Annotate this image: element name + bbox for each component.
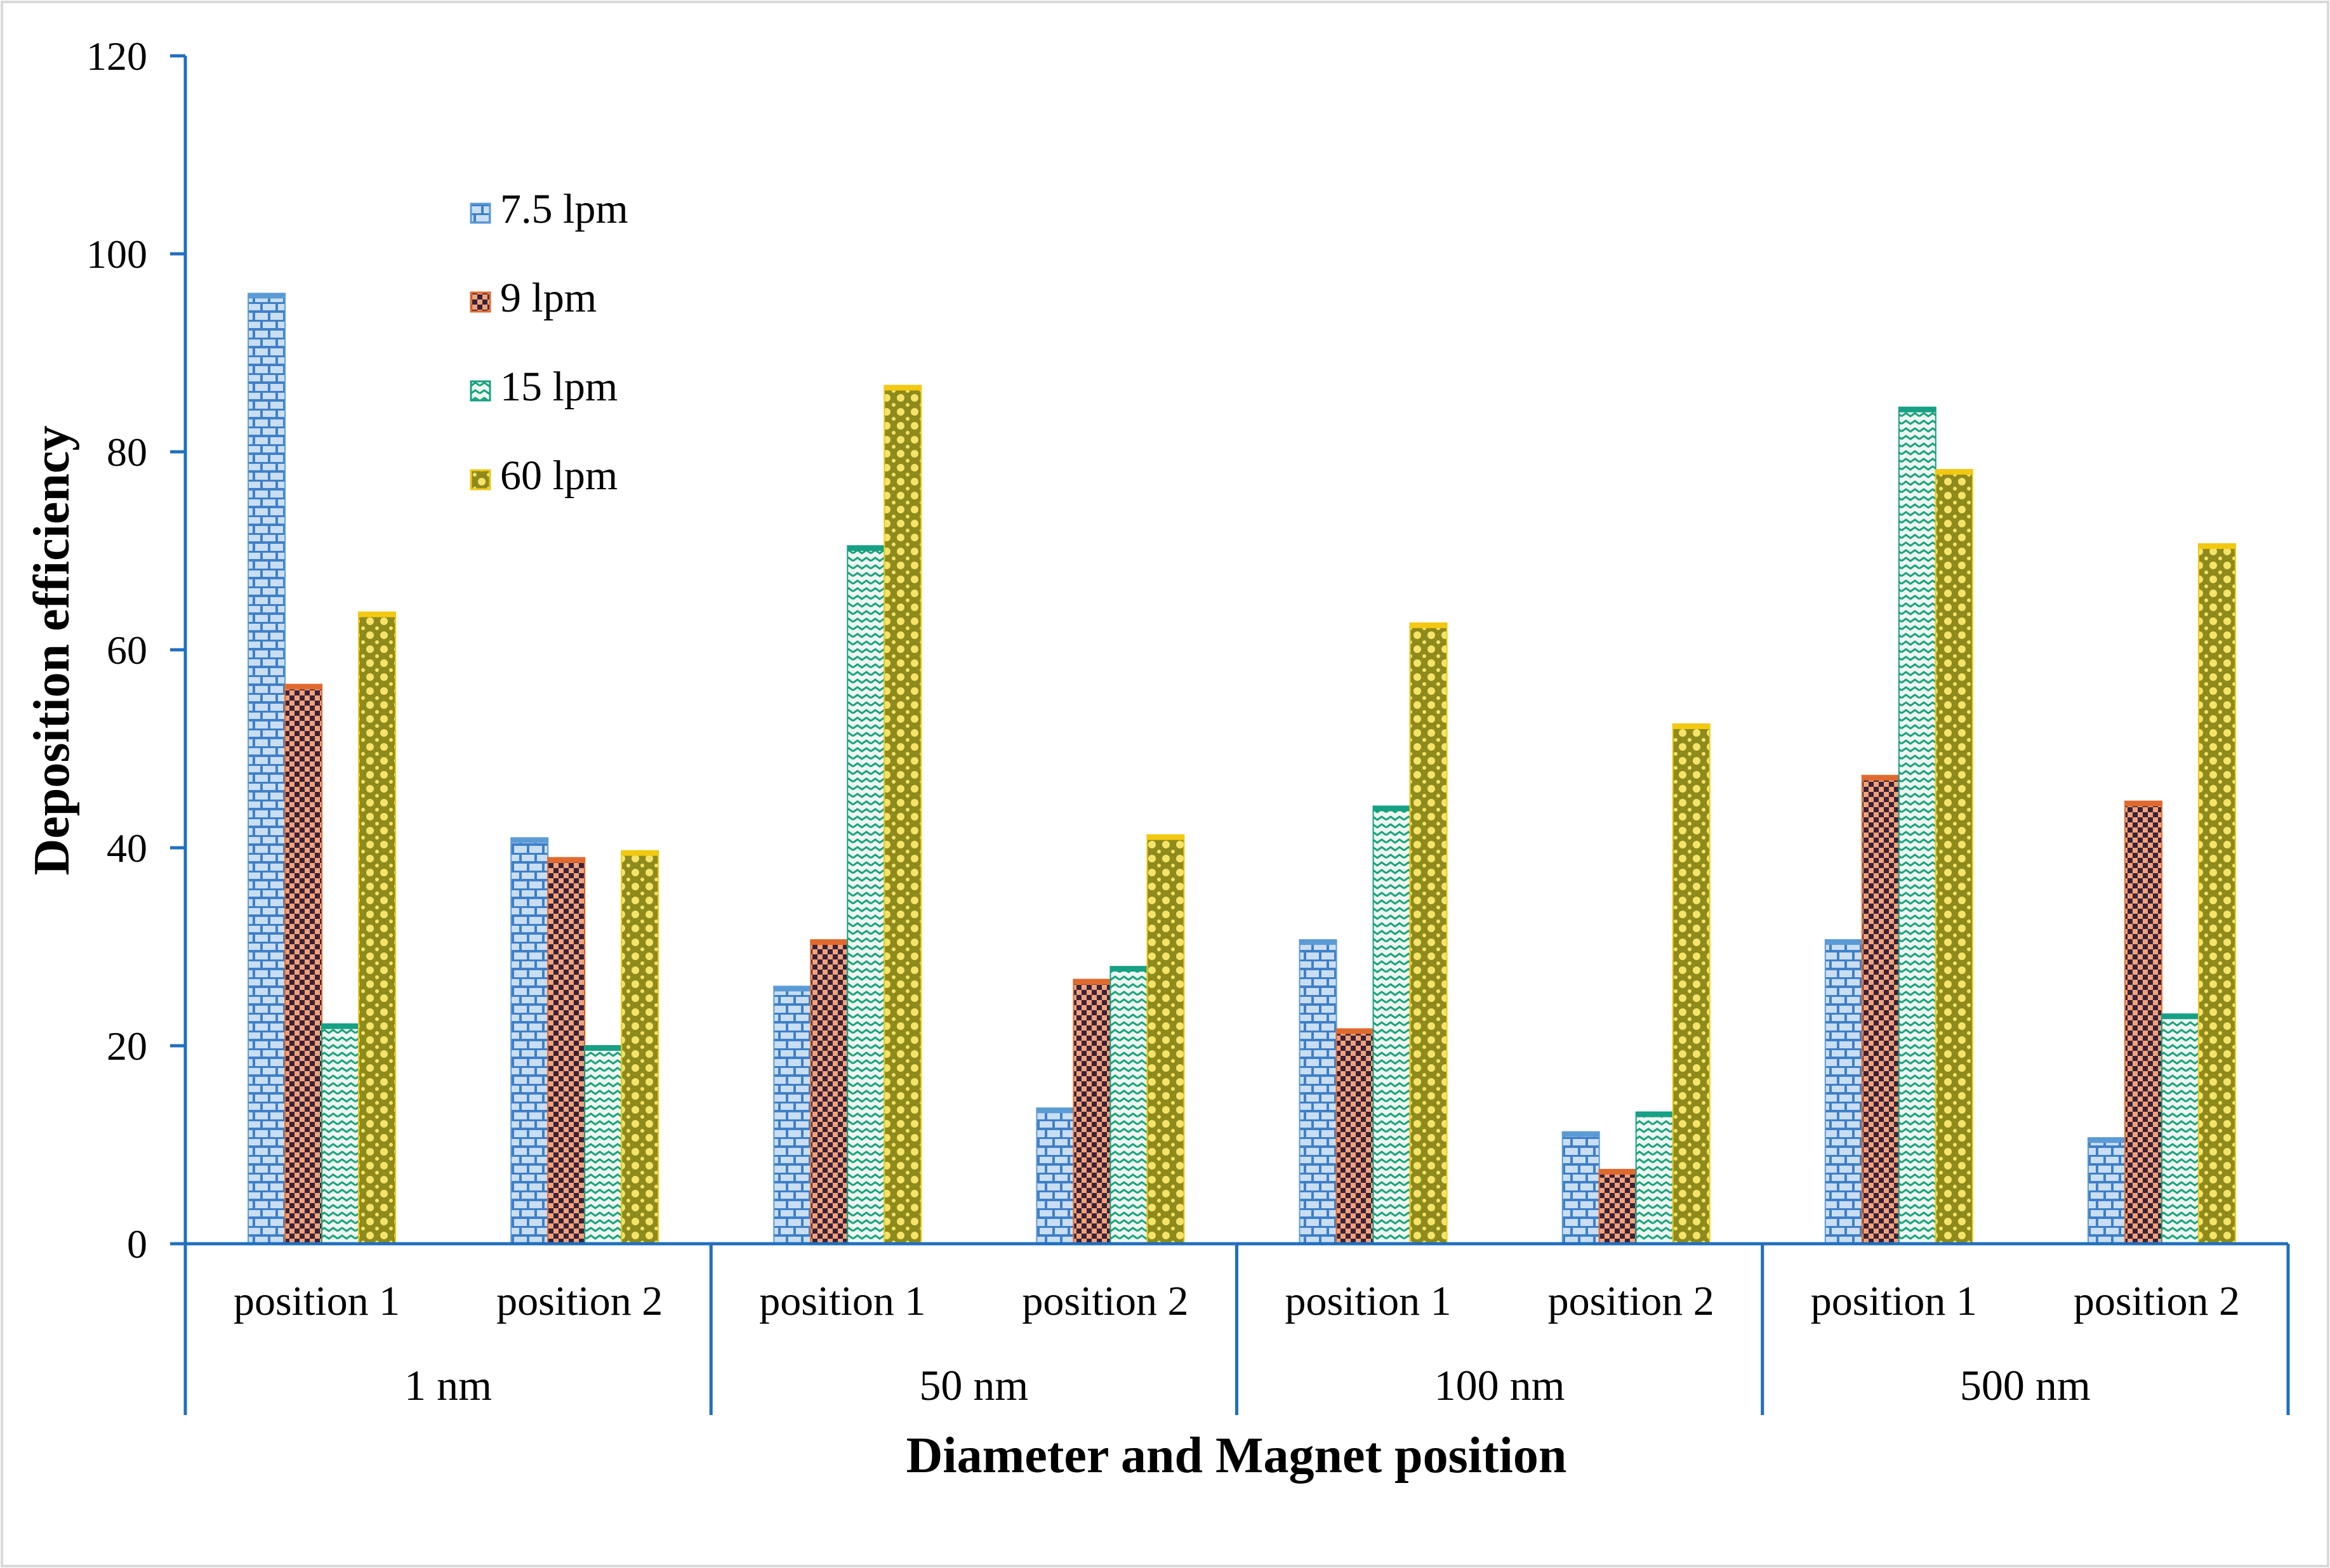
y-axis-title: Deposition efficiency <box>24 426 80 876</box>
bar-7-5-lpm <box>510 837 549 1244</box>
bar-60-lpm <box>2197 543 2236 1245</box>
y-tick-label: 120 <box>86 34 147 79</box>
legend-label: 15 lpm <box>500 364 618 410</box>
x-group-label: 50 nm <box>919 1361 1028 1409</box>
bar-cap <box>2124 801 2162 807</box>
bar-15-lpm <box>1109 966 1148 1244</box>
bar-7-5-lpm <box>2087 1137 2126 1244</box>
bar-cap <box>1336 1029 1374 1034</box>
x-group-label: 500 nm <box>1960 1361 2091 1409</box>
bar-cap <box>1825 940 1862 945</box>
legend: 7.5 lpm 9 lpm 15 lpm 60 lpm <box>470 186 628 499</box>
legend-label: 9 lpm <box>500 275 597 321</box>
bar-60-lpm <box>621 850 659 1245</box>
bar-9-lpm <box>1598 1169 1637 1244</box>
bar-cap <box>511 838 548 843</box>
bar-60-lpm <box>1935 469 1973 1245</box>
bar-7-5-lpm <box>1824 939 1863 1244</box>
x-axis-title: Diameter and Magnet position <box>906 1428 1567 1484</box>
x-group-label: 1 nm <box>404 1361 492 1409</box>
bar-cap <box>1636 1112 1673 1117</box>
bar-cap <box>2088 1138 2125 1143</box>
x-category-label: position 2 <box>2074 1278 2240 1324</box>
y-tick-label: 20 <box>107 1024 147 1069</box>
bar-cap <box>811 940 848 945</box>
bar-15-lpm <box>2161 1013 2199 1244</box>
x-category-label: position 2 <box>1548 1278 1714 1324</box>
bar-15-lpm <box>1898 406 1936 1244</box>
bar-15-lpm <box>321 1023 360 1245</box>
bar-cap <box>285 684 322 690</box>
y-tick-label: 100 <box>86 232 147 277</box>
bar-cap <box>248 293 286 299</box>
bar-15-lpm <box>584 1045 623 1244</box>
bar-cap <box>1672 724 1710 729</box>
bar-cap <box>1410 623 1447 628</box>
bar-cap <box>585 1046 622 1051</box>
bar-cap <box>1036 1108 1074 1114</box>
y-tick-label: 0 <box>127 1222 147 1267</box>
bar-7-5-lpm <box>248 293 286 1244</box>
legend-swatch <box>470 380 491 402</box>
bar-cap <box>1110 966 1148 972</box>
bar-cap <box>774 986 811 992</box>
bar-cap <box>1562 1131 1599 1137</box>
x-category-label: position 1 <box>759 1278 925 1324</box>
bar-60-lpm <box>1672 723 1711 1244</box>
bar-cap <box>1935 470 1973 475</box>
bar-cap <box>847 546 885 551</box>
bar-9-lpm <box>2124 800 2162 1245</box>
bar-cap <box>1299 940 1337 945</box>
bar-60-lpm <box>1146 834 1185 1244</box>
bar-9-lpm <box>1073 978 1111 1244</box>
bar-9-lpm <box>1335 1028 1374 1244</box>
legend-label: 60 lpm <box>500 452 618 499</box>
bar-cap <box>2198 544 2235 550</box>
bar-15-lpm <box>1372 805 1411 1244</box>
bar-cap <box>1073 979 1111 985</box>
bar-cap <box>621 850 659 856</box>
x-category-label: position 1 <box>1811 1278 1977 1324</box>
bar-cap <box>359 612 396 617</box>
y-tick-label: 60 <box>107 628 147 673</box>
bar-9-lpm <box>547 857 586 1244</box>
legend-swatch <box>470 202 491 224</box>
bar-cap <box>884 385 922 391</box>
x-category-label: position 1 <box>234 1278 400 1324</box>
x-category-label: position 1 <box>1285 1278 1451 1324</box>
bar-60-lpm <box>884 385 922 1244</box>
bar-7-5-lpm <box>1561 1131 1600 1244</box>
bar-cap <box>1862 775 1899 781</box>
legend-swatch <box>470 291 491 313</box>
legend-label: 7.5 lpm <box>500 186 628 232</box>
y-tick-label: 40 <box>107 826 147 871</box>
bar-60-lpm <box>1409 622 1448 1244</box>
bar-15-lpm <box>847 545 885 1245</box>
legend-swatch <box>470 469 491 491</box>
bar-cap <box>2161 1014 2199 1020</box>
bar-9-lpm <box>284 683 323 1244</box>
bar-7-5-lpm <box>773 985 812 1245</box>
plot-area <box>248 293 2236 1245</box>
bar-9-lpm <box>810 939 849 1244</box>
x-group-label: 100 nm <box>1434 1361 1565 1409</box>
bar-cap <box>1599 1169 1636 1175</box>
x-category-label: position 2 <box>496 1278 663 1324</box>
bar-cap <box>1898 407 1936 412</box>
bar-9-lpm <box>1861 775 1900 1244</box>
x-category-label: position 2 <box>1022 1278 1188 1324</box>
bar-cap <box>1373 806 1410 812</box>
bar-cap <box>548 857 585 863</box>
bar-7-5-lpm <box>1299 939 1337 1244</box>
bar-7-5-lpm <box>1036 1107 1075 1245</box>
bar-cap <box>1147 834 1184 840</box>
bar-15-lpm <box>1635 1111 1674 1245</box>
y-tick-label: 80 <box>107 430 147 475</box>
bar-60-lpm <box>358 611 397 1244</box>
bar-cap <box>322 1024 359 1029</box>
